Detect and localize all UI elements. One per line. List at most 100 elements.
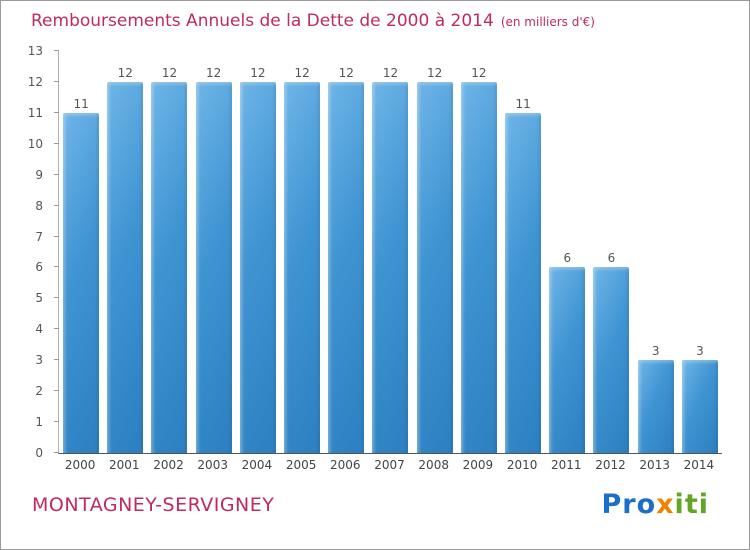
bar-group: 12	[368, 51, 412, 453]
logo-letter: i	[698, 489, 709, 520]
bar	[239, 81, 276, 453]
x-tick-label: 2007	[374, 458, 405, 472]
y-tick-mark	[54, 452, 59, 453]
x-tick-label: 2012	[595, 458, 626, 472]
bar-group: 12	[457, 51, 501, 453]
bar-value-label: 11	[515, 96, 531, 111]
logo-letter: x	[656, 489, 675, 520]
y-tick-mark	[54, 421, 59, 423]
x-tick-label: 2005	[285, 458, 317, 472]
bar	[460, 81, 497, 453]
logo-letter: t	[684, 489, 699, 520]
x-tick-label: 2010	[506, 458, 538, 472]
bar-value-label: 12	[161, 65, 178, 80]
bar-group: 11	[501, 51, 545, 453]
x-tick-label: 2009	[462, 458, 494, 472]
plot-area: 11 12 12 12 12 12 12 12 12 12 11 6 6 3 3	[59, 51, 722, 453]
x-tick-label: 2002	[153, 458, 184, 472]
bar-value-label: 12	[117, 65, 133, 80]
bar	[549, 267, 586, 453]
y-tick-label: 2	[35, 384, 43, 399]
y-tick-mark	[54, 235, 59, 237]
bar-value-label: 11	[73, 96, 89, 111]
bar-value-label: 3	[696, 344, 704, 359]
bar	[372, 81, 409, 453]
bar	[284, 81, 321, 453]
y-tick-label: 10	[27, 136, 43, 151]
y-tick-mark	[54, 266, 59, 268]
y-tick-label: 7	[35, 229, 43, 244]
bar	[328, 81, 365, 453]
bar	[505, 112, 542, 453]
bar-group: 12	[324, 51, 368, 453]
bar	[416, 81, 453, 453]
logo-letter: i	[674, 489, 685, 520]
y-tick-label: 8	[35, 198, 43, 213]
bar-value-label: 12	[338, 65, 354, 80]
bar-group: 3	[678, 51, 722, 453]
x-tick-label: 2013	[639, 458, 670, 472]
bar-group: 12	[147, 51, 191, 453]
y-tick-label: 0	[35, 446, 43, 460]
bar	[195, 81, 232, 453]
y-tick-mark	[54, 204, 59, 206]
chart-header: Remboursements Annuels de la Dette de 20…	[31, 11, 595, 31]
logo-letter: r	[622, 489, 637, 520]
y-tick-label: 3	[35, 353, 43, 368]
proxiti-logo: Proxiti	[601, 489, 709, 520]
y-tick-label: 13	[27, 44, 43, 58]
x-axis: 2000 2001 2002 2003 2004 2005 2006 2007 2008 2009…	[58, 458, 721, 472]
bar	[681, 360, 718, 453]
x-tick-label: 2003	[197, 458, 228, 472]
bar	[107, 81, 144, 453]
logo-letter: o	[636, 489, 657, 520]
x-tick-label: 2006	[330, 458, 361, 472]
y-tick-mark	[54, 390, 59, 392]
bar-value-label: 12	[294, 65, 310, 80]
bar-value-label: 12	[427, 65, 443, 80]
y-tick-mark	[54, 328, 59, 330]
y-tick-label: 12	[27, 74, 43, 89]
x-tick-label: 2001	[109, 458, 140, 472]
x-tick-label: 2011	[551, 458, 582, 472]
logo-letter: P	[601, 489, 623, 520]
y-tick-label: 9	[35, 167, 43, 182]
chart-title: Remboursements Annuels de la Dette de 20…	[31, 11, 494, 31]
bar-value-label: 12	[471, 65, 487, 80]
bar-group: 12	[192, 51, 236, 453]
y-tick-mark	[54, 142, 59, 144]
y-tick-mark	[54, 173, 59, 175]
bar-group: 6	[589, 51, 633, 453]
bar-value-label: 12	[250, 65, 266, 80]
bar-value-label: 12	[382, 65, 399, 80]
bar-group: 12	[413, 51, 457, 453]
bar-value-label: 12	[206, 65, 222, 80]
bar-group: 6	[545, 51, 589, 453]
chart-plot-frame: 11 12 12 12 12 12 12 12 12 12 11 6 6 3 3	[54, 50, 722, 454]
x-tick-label: 2000	[64, 458, 96, 472]
y-tick-mark	[54, 80, 59, 82]
bar-value-label: 6	[563, 251, 572, 266]
commune-name: MONTAGNEY-SERVIGNEY	[32, 494, 275, 516]
x-tick-label: 2004	[241, 458, 273, 472]
bar	[63, 112, 100, 453]
y-tick-label: 5	[35, 291, 43, 306]
bar-value-label: 6	[607, 251, 616, 266]
y-tick-mark	[54, 359, 59, 361]
x-tick-label: 2008	[418, 458, 449, 472]
bar	[151, 81, 188, 453]
y-tick-label: 6	[35, 260, 43, 275]
bar-group: 12	[280, 51, 324, 453]
y-tick-mark	[54, 111, 59, 113]
chart-subtitle: (en milliers d'€)	[500, 15, 595, 29]
bar-group: 11	[59, 51, 103, 453]
bar-group: 12	[103, 51, 147, 453]
bar	[593, 267, 630, 453]
y-tick-label: 4	[35, 322, 43, 337]
x-tick-label: 2014	[683, 458, 715, 472]
bar-group: 3	[634, 51, 678, 453]
y-tick-label: 11	[27, 105, 43, 120]
bar-group: 12	[236, 51, 280, 453]
y-tick-label: 1	[35, 415, 43, 430]
